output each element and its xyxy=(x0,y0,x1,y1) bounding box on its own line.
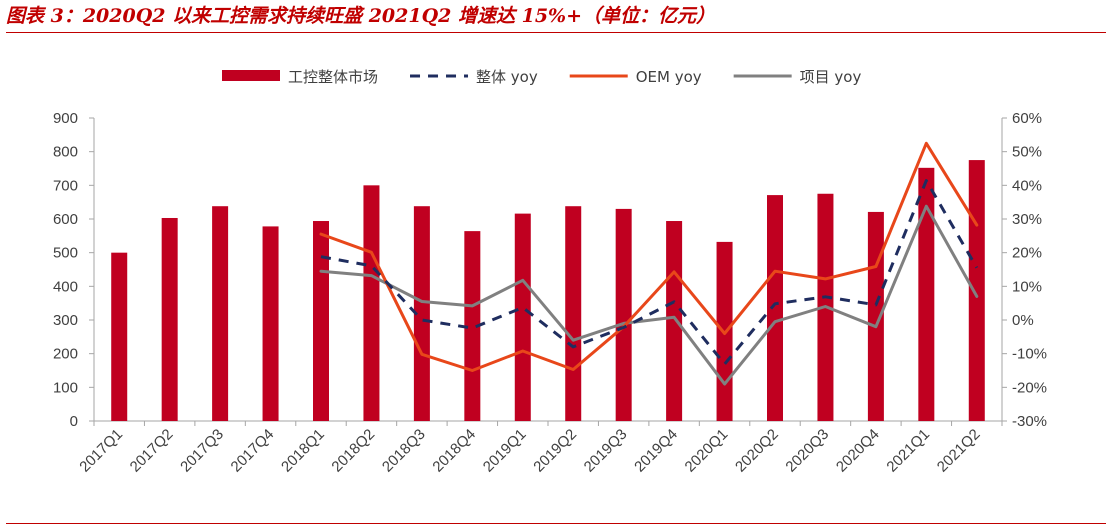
right-tick-label: 0% xyxy=(1012,312,1034,329)
x-tick-label: 2020Q3 xyxy=(782,426,832,476)
left-tick-label: 700 xyxy=(53,177,78,194)
x-tick-label: 2018Q1 xyxy=(278,426,328,476)
bar-series xyxy=(111,160,985,422)
bar xyxy=(111,252,128,421)
left-tick-label: 500 xyxy=(53,245,78,262)
x-tick-label: 2019Q1 xyxy=(480,426,530,476)
x-tick-labels: 2017Q1 2017Q2 2017Q3 2017Q4 2018Q1 2018Q2 2018… xyxy=(76,426,983,476)
bar xyxy=(565,206,582,421)
right-tick-label: 10% xyxy=(1012,278,1042,295)
x-tick-label: 2017Q1 xyxy=(76,426,126,476)
x-tick-label: 2017Q4 xyxy=(228,426,278,476)
legend-swatch xyxy=(222,70,280,81)
series-line xyxy=(320,179,979,366)
left-tick-label: 600 xyxy=(53,211,78,228)
legend-label: 整体 yoy xyxy=(476,68,538,86)
figure-title: 图表 3：2020Q2 以来工控需求持续旺盛 2021Q2 增速达 15%+（单… xyxy=(6,5,716,27)
chart-axes: 0 100 200 300 400 500 600 700 800 900 -30% -20% -10%… xyxy=(53,110,1047,430)
x-tick-label: 2019Q2 xyxy=(530,426,580,476)
x-tick-label: 2019Q3 xyxy=(581,426,631,476)
legend-label: 项目 yoy xyxy=(800,68,862,86)
left-tick-label: 200 xyxy=(53,346,78,363)
right-tick-label: 30% xyxy=(1012,211,1042,228)
x-tick-label: 2020Q1 xyxy=(682,426,732,476)
left-tick-label: 0 xyxy=(70,413,78,430)
bar xyxy=(615,208,632,421)
x-tick-label: 2018Q3 xyxy=(379,426,429,476)
x-tick-label: 2020Q2 xyxy=(732,426,782,476)
right-tick-label: -20% xyxy=(1012,379,1047,396)
right-tick-label: 60% xyxy=(1012,110,1042,127)
left-tick-label: 100 xyxy=(53,379,78,396)
top-rule xyxy=(6,32,1106,33)
legend-label: 工控整体市场 xyxy=(288,68,378,86)
bar xyxy=(767,195,783,421)
series-line xyxy=(319,204,979,386)
line-series xyxy=(319,141,979,386)
right-tick-label: -10% xyxy=(1012,346,1047,363)
x-tick-label: 2021Q1 xyxy=(883,426,933,476)
x-tick-label: 2018Q2 xyxy=(328,426,378,476)
bar xyxy=(313,221,329,421)
bar xyxy=(514,213,531,421)
left-tick-label: 400 xyxy=(53,278,78,295)
bar xyxy=(413,206,430,421)
x-tick-label: 2021Q2 xyxy=(934,426,984,476)
bar xyxy=(867,211,884,421)
right-tick-label: 20% xyxy=(1012,245,1042,262)
bar xyxy=(161,217,178,421)
x-tick-label: 2018Q4 xyxy=(429,426,479,476)
bar xyxy=(363,185,380,421)
x-tick-label: 2017Q2 xyxy=(127,426,177,476)
bar xyxy=(666,221,683,421)
chart-legend: 工控整体市场 整体 yoy OEM yoy 项目 yoy xyxy=(222,68,861,86)
bar xyxy=(212,206,229,421)
legend-label: OEM yoy xyxy=(636,68,702,86)
bar xyxy=(968,160,985,422)
series-line xyxy=(319,141,979,372)
right-tick-label: -30% xyxy=(1012,413,1047,430)
x-tick-label: 2020Q4 xyxy=(833,426,883,476)
right-tick-label: 50% xyxy=(1012,144,1042,161)
bar xyxy=(464,231,481,421)
x-tick-label: 2019Q4 xyxy=(631,426,681,476)
right-tick-label: 40% xyxy=(1012,177,1042,194)
left-tick-label: 900 xyxy=(53,110,78,127)
bottom-rule xyxy=(6,523,1106,524)
left-tick-label: 300 xyxy=(53,312,78,329)
bar xyxy=(262,226,279,421)
bar xyxy=(918,167,935,421)
x-tick-label: 2017Q3 xyxy=(177,426,227,476)
left-tick-label: 800 xyxy=(53,144,78,161)
